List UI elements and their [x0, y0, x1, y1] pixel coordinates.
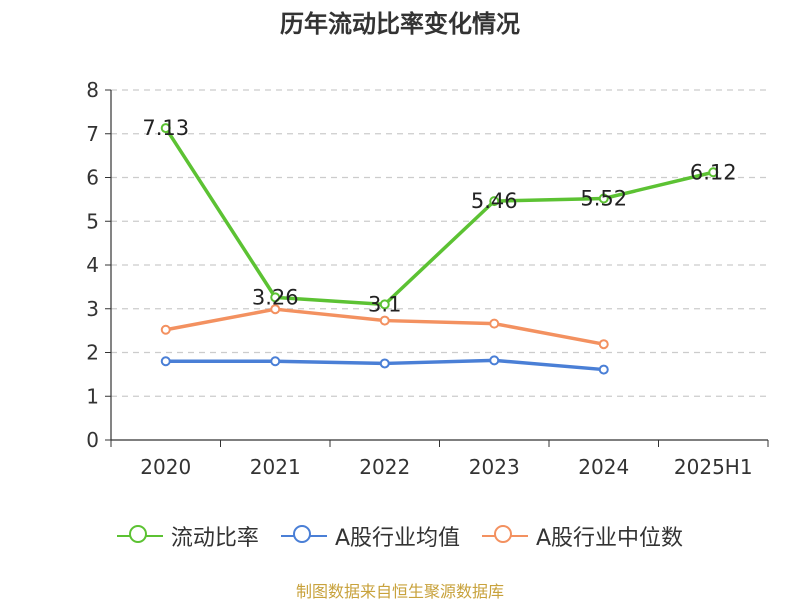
data-point[interactable] — [160, 123, 171, 134]
data-point[interactable] — [489, 318, 500, 329]
data-point[interactable] — [489, 355, 500, 366]
y-tick-label: 0 — [86, 428, 99, 452]
legend-label: A股行业中位数 — [536, 526, 684, 551]
legend-item-industry-mean[interactable]: A股行业均值 — [280, 520, 460, 552]
data-point[interactable] — [598, 193, 609, 204]
data-point[interactable] — [598, 364, 609, 375]
data-point[interactable] — [270, 304, 281, 315]
legend-marker-icon — [116, 522, 163, 550]
y-tick-label: 2 — [86, 341, 99, 365]
data-label: 3.26 — [252, 285, 299, 309]
data-point[interactable] — [379, 358, 390, 369]
x-tick-label: 2025H1 — [674, 455, 753, 479]
chart-title: 历年流动比率变化情况 — [280, 10, 520, 38]
legend: 流动比率 A股行业均值 A股行业中位数 — [0, 520, 800, 552]
series-line-0 — [164, 127, 714, 307]
legend-item-industry-median[interactable]: A股行业中位数 — [482, 520, 683, 552]
data-label: 5.52 — [580, 187, 627, 211]
data-point[interactable] — [379, 315, 390, 326]
legend-marker-icon — [482, 522, 528, 550]
x-tick-label: 2020 — [140, 455, 191, 479]
y-tick-label: 6 — [86, 166, 99, 190]
data-point[interactable] — [160, 324, 171, 335]
x-tick-label: 2021 — [250, 455, 301, 479]
legend-marker-icon — [280, 522, 327, 550]
data-point[interactable] — [489, 196, 500, 207]
data-point[interactable] — [598, 339, 609, 350]
data-point[interactable] — [160, 356, 171, 367]
y-tick-label: 3 — [86, 297, 99, 321]
data-point[interactable] — [270, 356, 281, 367]
data-point[interactable] — [708, 167, 719, 178]
legend-label: A股行业均值 — [334, 526, 460, 551]
data-point[interactable] — [270, 292, 281, 303]
legend-label: 流动比率 — [170, 526, 259, 551]
x-tick-label: 2022 — [359, 455, 410, 479]
y-tick-label: 7 — [86, 122, 99, 146]
data-point[interactable] — [379, 299, 390, 310]
data-label: 5.46 — [471, 189, 518, 213]
source-note: 制图数据来自恒生聚源数据库 — [295, 582, 504, 601]
y-tick-label: 4 — [86, 253, 99, 277]
y-tick-label: 1 — [86, 384, 99, 408]
data-label: 6.12 — [690, 160, 737, 184]
y-tick-label: 8 — [86, 78, 99, 102]
x-tick-label: 2023 — [469, 455, 520, 479]
y-tick-label: 5 — [86, 209, 99, 233]
data-label: 7.13 — [142, 116, 189, 140]
x-tick-label: 2024 — [578, 455, 629, 479]
data-label: 3.1 — [368, 292, 401, 316]
legend-item-current-ratio[interactable]: 流动比率 — [116, 520, 259, 552]
